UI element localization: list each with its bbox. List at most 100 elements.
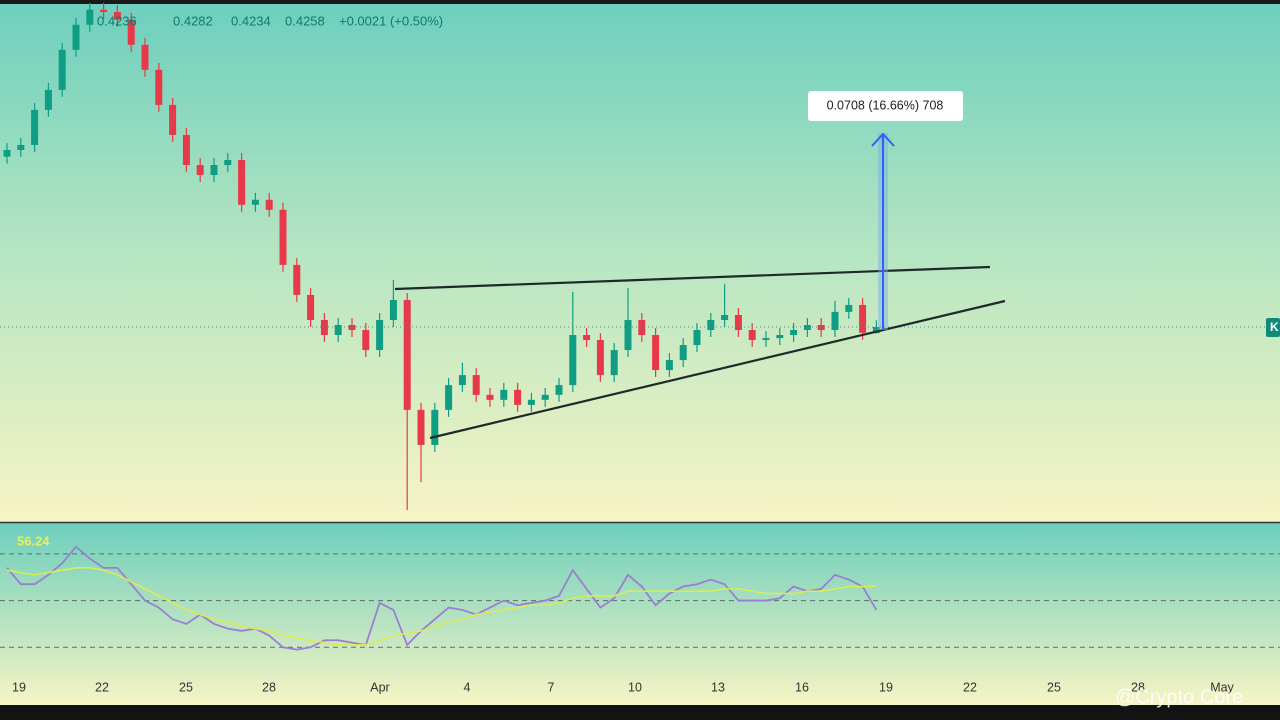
- candle-body: [652, 335, 660, 371]
- candle-body: [17, 144, 25, 150]
- candle-body: [748, 330, 756, 341]
- candle-body: [376, 319, 384, 351]
- candle-body: [100, 9, 108, 12]
- rsi-pane: [0, 523, 1280, 705]
- candle-body: [403, 299, 411, 410]
- ohlc-low: 0.4234: [231, 13, 271, 28]
- candle-body: [569, 335, 577, 386]
- candle-body: [196, 165, 204, 176]
- x-tick-label: 4: [464, 680, 471, 694]
- candle-body: [486, 394, 494, 400]
- candle-body: [293, 264, 301, 295]
- rsi-line: [6, 545, 878, 651]
- candle-body: [831, 311, 839, 331]
- candle-body: [458, 375, 466, 386]
- candle-body: [431, 409, 439, 445]
- trendline-upper: [394, 265, 991, 291]
- candle-body: [610, 350, 618, 376]
- measure-label: 0.0708 (16.66%) 708: [827, 98, 944, 112]
- measure-label-box: [808, 91, 963, 121]
- candle-body: [31, 109, 39, 145]
- candle-body: [251, 199, 259, 205]
- candle-body: [320, 319, 328, 336]
- price-badge: [1266, 318, 1280, 337]
- candle-body: [445, 385, 453, 410]
- candle-body: [762, 338, 770, 341]
- x-tick-label: 22: [95, 680, 109, 694]
- x-tick-label: 28: [1131, 680, 1145, 694]
- candle-body: [803, 324, 811, 331]
- x-tick-label: 25: [179, 680, 193, 694]
- candle-body: [141, 44, 149, 70]
- x-tick-label: Apr: [370, 680, 389, 694]
- candle-body: [182, 134, 190, 166]
- candle-body: [279, 209, 287, 265]
- candle-body: [210, 165, 218, 176]
- candle-body: [265, 199, 273, 210]
- candle-body: [58, 49, 66, 90]
- candle-body: [734, 314, 742, 331]
- rsi-ma-line: [6, 567, 877, 646]
- candle-body: [44, 89, 52, 110]
- candle-body: [472, 375, 480, 395]
- candle-body: [845, 304, 853, 312]
- candle-body: [527, 399, 535, 405]
- candle-body: [555, 385, 563, 395]
- candle-body: [776, 335, 784, 339]
- top-border: [0, 0, 1280, 4]
- candle-body: [307, 294, 315, 320]
- candle-body: [638, 319, 646, 336]
- candle-body: [693, 330, 701, 346]
- ohlc-change: +0.0021 (+0.50%): [339, 13, 443, 28]
- candle-body: [362, 330, 370, 351]
- x-tick-label: 10: [628, 680, 642, 694]
- candle-body: [583, 335, 591, 341]
- candle-body: [155, 69, 163, 105]
- candle-body: [541, 394, 549, 400]
- ohlc-close: 0.4258: [285, 13, 325, 28]
- candle-body: [859, 304, 867, 333]
- candle-body: [169, 104, 177, 135]
- candle-body: [238, 159, 246, 205]
- watermark: @Crypto Core: [1115, 686, 1243, 708]
- candle-body: [624, 319, 632, 351]
- trendline-lower: [429, 299, 1006, 440]
- candle-body: [665, 360, 673, 371]
- candle-body: [679, 345, 687, 361]
- bottom-bar: [0, 705, 1280, 720]
- ohlc-open: 0.4236: [97, 13, 137, 28]
- x-tick-label: 28: [262, 680, 276, 694]
- x-tick-label: 19: [12, 680, 26, 694]
- candle-body: [127, 19, 135, 45]
- rsi-ma-value: 56.24: [17, 533, 50, 548]
- measure-arrow-head: [871, 132, 895, 147]
- ohlc-high: 0.4282: [173, 13, 213, 28]
- candle-body: [707, 319, 715, 331]
- x-tick-label: May: [1210, 680, 1234, 694]
- candle-body: [334, 324, 342, 336]
- x-tick-label: 25: [1047, 680, 1061, 694]
- candle-body: [86, 9, 94, 25]
- candle-body: [500, 389, 508, 400]
- candle-body: [224, 159, 232, 166]
- x-tick-label: 22: [963, 680, 977, 694]
- x-tick-label: 19: [879, 680, 893, 694]
- candle-body: [514, 389, 522, 405]
- x-tick-label: 7: [548, 680, 555, 694]
- x-tick-label: 16: [795, 680, 809, 694]
- candle-body: [3, 149, 11, 157]
- candle-body: [872, 326, 880, 334]
- candle-body: [817, 324, 825, 331]
- price-pane: [0, 0, 1280, 523]
- price-badge-text: K: [1270, 320, 1279, 334]
- candle-body: [596, 340, 604, 376]
- candle-body: [721, 314, 729, 320]
- candle-body: [113, 11, 121, 20]
- candle-body: [72, 24, 80, 50]
- candle-body: [348, 324, 356, 331]
- candle-body: [389, 299, 397, 320]
- candle-body: [790, 330, 798, 336]
- candle-body: [417, 409, 425, 445]
